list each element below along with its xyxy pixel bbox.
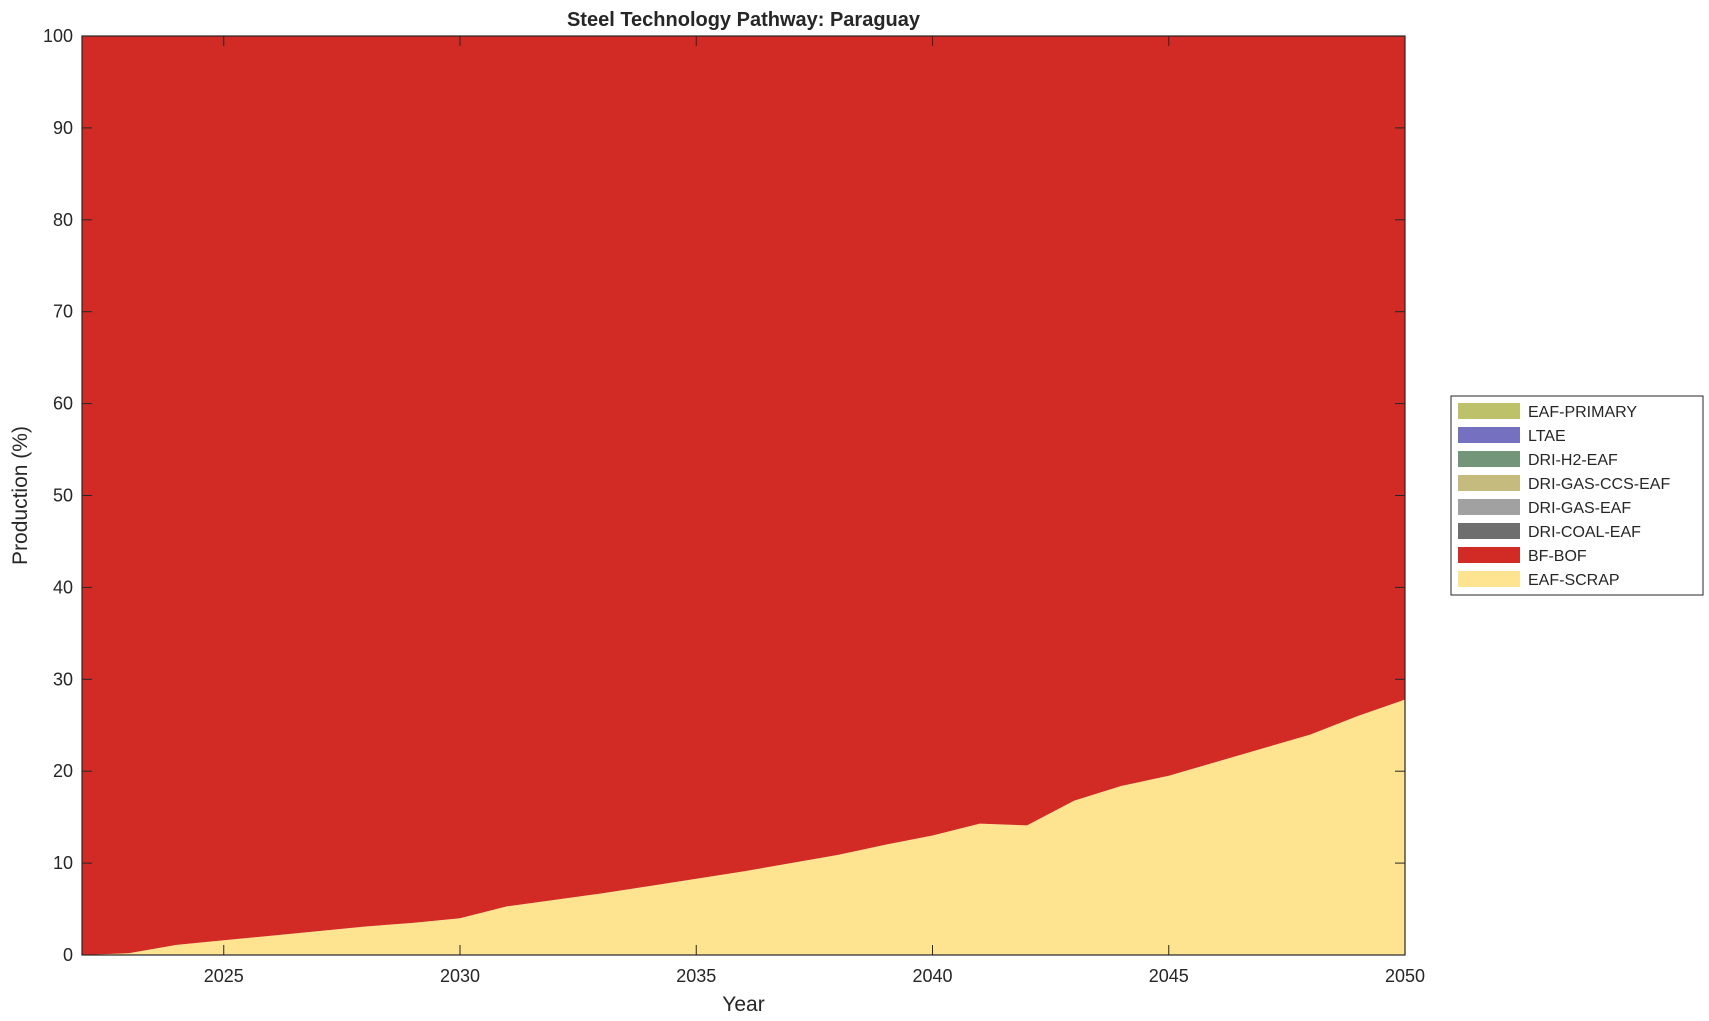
y-tick-label: 70	[53, 302, 73, 322]
y-tick-label: 30	[53, 669, 73, 689]
legend-label-dri-h2-eaf: DRI-H2-EAF	[1528, 452, 1618, 469]
y-tick-label: 10	[53, 853, 73, 873]
x-tick-label: 2045	[1149, 966, 1189, 986]
axis-ticks: 2025 2030 2035 2040 2045 20500102030405060708…	[43, 26, 1425, 986]
legend-label-bf-bof: BF-BOF	[1528, 548, 1587, 565]
legend-swatch-dri-h2-eaf	[1458, 451, 1520, 467]
legend-label-ltae: LTAE	[1528, 428, 1566, 445]
legend-label-dri-coal-eaf: DRI-COAL-EAF	[1528, 524, 1641, 541]
legend-label-eaf-scrap: EAF-SCRAP	[1528, 572, 1620, 589]
x-tick-label: 2040	[912, 966, 952, 986]
legend-swatch-ltae	[1458, 427, 1520, 443]
y-tick-label: 80	[53, 210, 73, 230]
legend-label-dri-gas-ccs-eaf: DRI-GAS-CCS-EAF	[1528, 476, 1670, 493]
y-tick-label: 50	[53, 486, 73, 506]
y-tick-label: 90	[53, 118, 73, 138]
legend-swatch-dri-coal-eaf	[1458, 523, 1520, 539]
x-tick-label: 2050	[1385, 966, 1425, 986]
legend-label-dri-gas-eaf: DRI-GAS-EAF	[1528, 500, 1631, 517]
y-tick-label: 0	[63, 945, 73, 965]
legend-swatch-eaf-scrap	[1458, 571, 1520, 587]
chart-title: Steel Technology Pathway: Paraguay	[567, 9, 921, 31]
y-tick-label: 100	[43, 26, 73, 46]
area-eaf-scrap	[82, 699, 1405, 955]
area-bf-bof	[82, 36, 1405, 955]
legend-swatch-bf-bof	[1458, 547, 1520, 563]
x-tick-label: 2035	[676, 966, 716, 986]
legend-swatch-dri-gas-eaf	[1458, 499, 1520, 515]
legend-label-eaf-primary: EAF-PRIMARY	[1528, 404, 1637, 421]
legend-box	[1450, 395, 1704, 596]
legend-swatch-dri-gas-ccs-eaf	[1458, 475, 1520, 491]
y-axis-label: Production (%)	[9, 426, 32, 565]
legend-swatch-eaf-primary	[1458, 403, 1520, 419]
plot-areas	[82, 36, 1405, 955]
y-tick-label: 20	[53, 761, 73, 781]
x-axis-label: Year	[722, 993, 764, 1016]
y-tick-label: 60	[53, 394, 73, 414]
x-tick-label: 2025	[204, 966, 244, 986]
legend: EAF-PRIMARY LTAE DRI-H2-EAF DRI-GAS-CCS-EAF…	[1450, 395, 1704, 596]
y-tick-label: 40	[53, 577, 73, 597]
x-tick-label: 2030	[440, 966, 480, 986]
